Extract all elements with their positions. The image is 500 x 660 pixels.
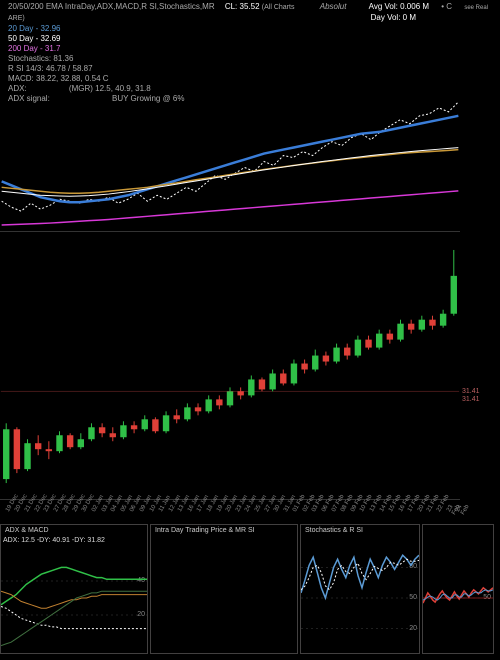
- macd-label: MACD:: [8, 74, 34, 83]
- ma200-label: 200 Day -: [8, 44, 43, 53]
- day-vol-label: Day Vol:: [371, 13, 401, 22]
- ma200-value: 31.7: [45, 44, 61, 53]
- ma20-value: 32.96: [40, 24, 60, 33]
- header-left: 20/50/200 EMA IntraDay,ADX,MACD,R SI,Sto…: [4, 0, 304, 106]
- cl-value: 35.52: [240, 2, 260, 11]
- candle-axis: 31.4131.41: [460, 240, 500, 500]
- title-line: 20/50/200 EMA IntraDay,ADX,MACD,R SI,Sto…: [8, 2, 215, 11]
- x-axis: 19 Dec20 Dec21 Dec22 Dec23 Dec27 Dec28 D…: [0, 502, 460, 520]
- subpanel-3: 50: [422, 524, 494, 654]
- subpanel-1: Intra Day Trading Price & MR SI: [150, 524, 298, 654]
- stoch-value: 81.36: [53, 54, 73, 63]
- subpanel-title: Intra Day Trading Price & MR SI: [153, 525, 257, 536]
- avg-vol-label: Avg Vol:: [369, 2, 398, 11]
- ma50-value: 32.69: [40, 34, 60, 43]
- absolute-label: Absolut: [320, 2, 347, 11]
- subpanel-2: Stochastics & R SI205080: [300, 524, 420, 654]
- avg-vol-value: 0.006 M: [400, 2, 429, 11]
- subpanel-label: ADX: 12.5 -DY: 40.91 -DY: 31.82: [3, 537, 105, 544]
- cl-label: CL:: [225, 2, 237, 11]
- day-vol-value: 0 M: [403, 13, 416, 22]
- rsi-value: 46.78 / 58.87: [46, 64, 93, 73]
- subpanel-0: ADX & MACDADX: 12.5 -DY: 40.91 -DY: 31.8…: [0, 524, 148, 654]
- bottom-panels: ADX & MACDADX: 12.5 -DY: 40.91 -DY: 31.8…: [0, 524, 500, 656]
- stoch-label: Stochastics:: [8, 54, 51, 63]
- rsi-label: R SI 14/3:: [8, 64, 44, 73]
- ma20-label: 20 Day -: [8, 24, 38, 33]
- ma50-label: 50 Day -: [8, 34, 38, 43]
- candle-chart: [0, 240, 460, 500]
- macd-c: C: [103, 74, 109, 83]
- cc-label: • C: [441, 2, 452, 11]
- header-right: Absolut Avg Vol: 0.006 M • C see Real Da…: [312, 0, 492, 25]
- see-real: see Real: [464, 5, 488, 11]
- subpanel-title: Stochastics & R SI: [303, 525, 365, 536]
- subpanel-title: ADX & MACD: [3, 525, 51, 536]
- macd-value: 38.22, 32.88, 0.54: [36, 74, 101, 83]
- ma-chart: [0, 92, 460, 232]
- ma-axis: [460, 92, 500, 232]
